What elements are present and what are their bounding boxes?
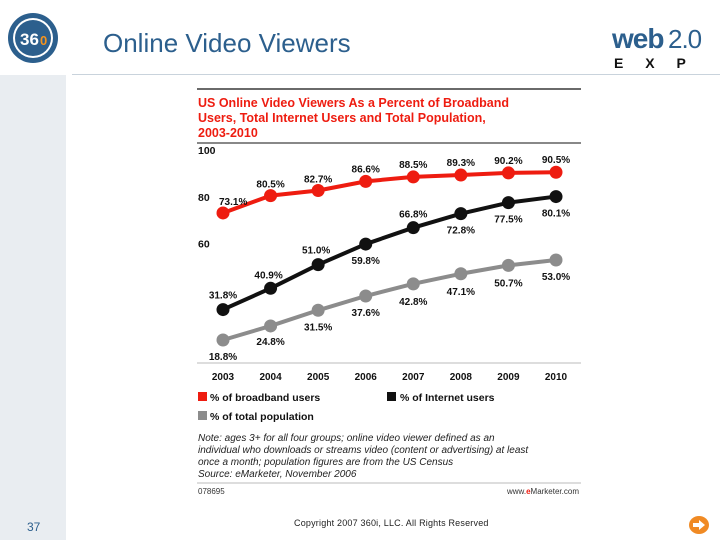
chart-note: Note: ages 3+ for all four groups; onlin… — [198, 433, 529, 480]
x-tick-label-2003: 2003 — [212, 372, 235, 383]
data-label-broadband-2007: 88.5% — [399, 160, 427, 171]
chart-footer-site-e: e — [526, 487, 531, 496]
y-tick-label-100: 100 — [198, 145, 216, 157]
data-point-broadband-2005 — [311, 183, 325, 197]
expo-logo-expo: E X P O — [614, 55, 706, 71]
chart-footer-site-c: Marketer.com — [531, 487, 580, 496]
data-point-internet-2003 — [216, 303, 230, 317]
data-point-broadband-2003 — [216, 206, 230, 220]
data-label-internet-2003: 31.8% — [209, 291, 237, 302]
data-label-broadband-2003: 73.1% — [219, 197, 247, 208]
data-point-internet-2004 — [264, 281, 278, 295]
chart-note-line-4: Source: eMarketer, November 2006 — [198, 469, 357, 480]
chart-title: US Online Video Viewers As a Percent of … — [198, 96, 509, 140]
x-tick-label-2009: 2009 — [497, 372, 520, 383]
expo-logo-version: 2.0 — [668, 24, 702, 54]
data-point-internet-2008 — [454, 207, 468, 221]
data-point-population-2007 — [406, 277, 420, 291]
data-label-broadband-2006: 86.6% — [352, 164, 380, 175]
data-point-broadband-2008 — [454, 168, 468, 182]
logo-360i: 36 0 — [8, 13, 58, 63]
data-point-population-2010 — [549, 253, 563, 267]
data-label-broadband-2010: 90.5% — [542, 155, 570, 166]
next-arrow-icon[interactable] — [688, 515, 710, 535]
line-chart: US Online Video Viewers As a Percent of … — [197, 88, 581, 496]
legend-swatch-broadband — [198, 392, 207, 401]
data-point-broadband-2007 — [406, 170, 420, 184]
x-tick-label-2005: 2005 — [307, 372, 330, 383]
data-label-internet-2006: 59.8% — [352, 256, 380, 267]
data-label-population-2009: 50.7% — [494, 278, 522, 289]
data-point-internet-2010 — [549, 190, 563, 204]
legend-swatch-internet — [387, 392, 396, 401]
data-point-internet-2005 — [311, 258, 325, 272]
data-point-population-2006 — [359, 289, 373, 303]
data-label-population-2010: 53.0% — [542, 272, 570, 283]
data-point-internet-2006 — [359, 237, 373, 251]
chart-footer-id: 078695 — [198, 487, 225, 496]
chart-note-line-1: Note: ages 3+ for all four groups; onlin… — [198, 433, 495, 444]
series-line-internet — [222, 194, 557, 312]
data-label-internet-2004: 40.9% — [254, 270, 282, 281]
data-label-internet-2010: 80.1% — [542, 209, 570, 220]
data-label-population-2004: 24.8% — [256, 337, 284, 348]
expo-logo-web: web — [611, 23, 663, 54]
chart-footer-site-a: www. — [506, 487, 526, 496]
y-tick-label-60: 60 — [198, 239, 210, 251]
copyright-notice: Copyright 2007 360i, LLC. All Rights Res… — [294, 518, 489, 528]
x-tick-label-2008: 2008 — [450, 372, 473, 383]
y-tick-label-80: 80 — [198, 192, 210, 204]
web20-expo-logo: web 2.0 E X P O — [611, 23, 706, 71]
chart-title-line-3: 2003-2010 — [198, 126, 258, 140]
series-line-broadband — [222, 170, 557, 215]
data-point-broadband-2010 — [549, 165, 563, 179]
x-tick-label-2007: 2007 — [402, 372, 425, 383]
data-point-population-2008 — [454, 267, 468, 281]
data-label-population-2007: 42.8% — [399, 297, 427, 308]
data-label-internet-2008: 72.8% — [447, 226, 475, 237]
chart-footer-site: www.eMarketer.com — [506, 487, 579, 496]
legend-swatch-population — [198, 411, 207, 420]
data-point-population-2003 — [216, 333, 230, 347]
chart-note-line-2: individual who downloads or streams vide… — [198, 445, 529, 456]
data-label-population-2005: 31.5% — [304, 322, 332, 333]
data-label-broadband-2009: 90.2% — [494, 156, 522, 167]
x-tick-label-2010: 2010 — [545, 372, 568, 383]
data-point-population-2009 — [501, 258, 515, 272]
slide-sidebar — [0, 75, 66, 540]
x-tick-label-2006: 2006 — [355, 372, 378, 383]
x-tick-label-2004: 2004 — [259, 372, 282, 383]
slide-title: Online Video Viewers — [103, 28, 351, 58]
data-point-population-2004 — [264, 319, 278, 333]
data-label-broadband-2005: 82.7% — [304, 174, 332, 185]
data-point-internet-2009 — [501, 196, 515, 210]
chart-title-line-2: Users, Total Internet Users and Total Po… — [198, 111, 486, 125]
data-point-broadband-2009 — [501, 166, 515, 180]
legend-label-population: % of total population — [210, 411, 314, 423]
data-point-internet-2007 — [406, 221, 420, 235]
data-label-internet-2007: 66.8% — [399, 210, 427, 221]
data-label-internet-2009: 77.5% — [494, 215, 522, 226]
data-label-broadband-2008: 89.3% — [447, 158, 475, 169]
legend-label-internet: % of Internet users — [400, 392, 495, 404]
data-label-broadband-2004: 80.5% — [256, 180, 284, 191]
chart-legend: % of broadband users % of Internet users… — [198, 392, 495, 423]
logo-360i-zero: 0 — [40, 33, 47, 48]
data-point-population-2005 — [311, 303, 325, 317]
data-point-broadband-2004 — [264, 189, 278, 203]
logo-360i-text: 36 — [20, 30, 39, 49]
data-label-internet-2005: 51.0% — [302, 246, 330, 257]
chart-title-line-1: US Online Video Viewers As a Percent of … — [198, 96, 509, 110]
data-label-population-2003: 18.8% — [209, 352, 237, 363]
chart-note-line-3: once a month; population figures are fro… — [198, 457, 453, 468]
data-label-population-2008: 47.1% — [447, 287, 475, 298]
title-divider — [72, 74, 720, 75]
data-point-broadband-2006 — [359, 174, 373, 188]
slide-number: 37 — [27, 520, 41, 534]
legend-label-broadband: % of broadband users — [210, 392, 320, 404]
data-label-population-2006: 37.6% — [352, 308, 380, 319]
series-line-population — [222, 257, 557, 342]
